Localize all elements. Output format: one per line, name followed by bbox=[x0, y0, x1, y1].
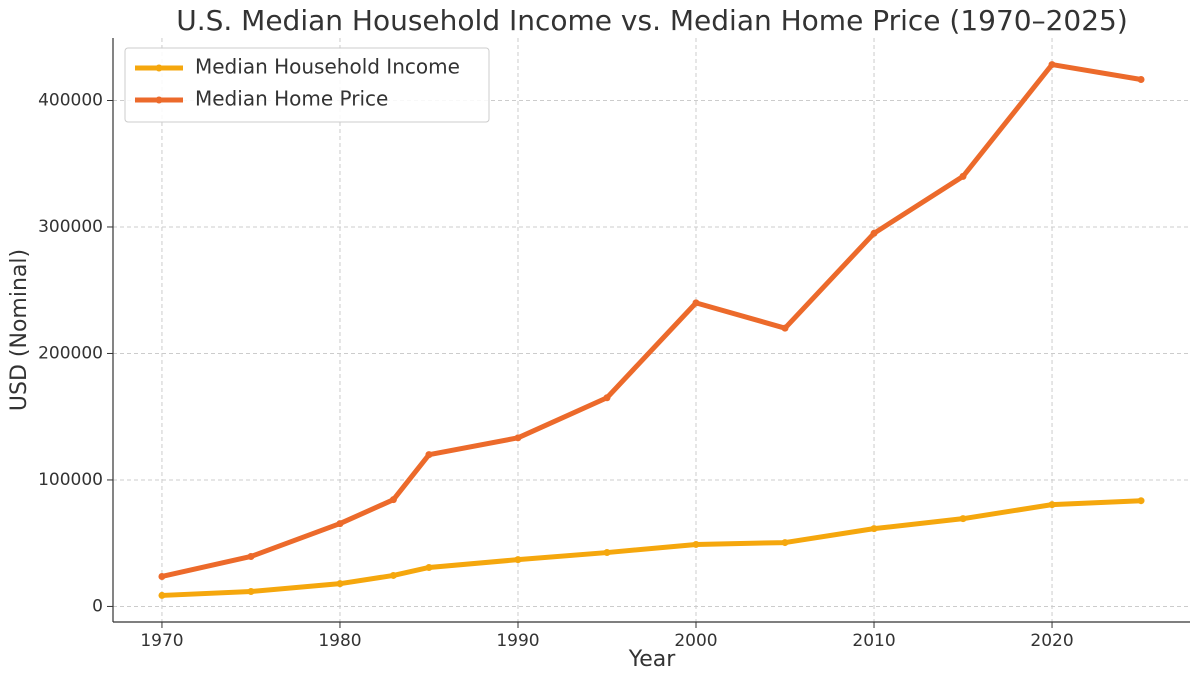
x-tick-label: 1990 bbox=[496, 631, 539, 651]
data-point bbox=[336, 520, 344, 528]
data-point bbox=[514, 434, 522, 442]
data-point bbox=[603, 549, 611, 557]
data-point bbox=[781, 539, 789, 547]
data-point bbox=[389, 496, 397, 504]
data-point bbox=[389, 571, 397, 579]
data-point bbox=[247, 552, 255, 560]
series-line bbox=[161, 498, 1142, 598]
legend-marker bbox=[155, 96, 163, 104]
data-point bbox=[247, 588, 255, 596]
data-point bbox=[425, 451, 433, 459]
data-point bbox=[603, 394, 611, 402]
y-tick-label: 0 bbox=[92, 596, 103, 616]
data-point bbox=[425, 563, 433, 571]
data-point bbox=[959, 515, 967, 523]
data-point bbox=[1137, 497, 1145, 505]
legend-marker bbox=[155, 64, 163, 72]
data-point bbox=[870, 525, 878, 533]
x-tick-label: 2020 bbox=[1030, 631, 1073, 651]
series-line bbox=[161, 62, 1142, 579]
data-point bbox=[692, 540, 700, 548]
x-tick-label: 1980 bbox=[318, 631, 361, 651]
x-tick-label: 2010 bbox=[852, 631, 895, 651]
data-point bbox=[692, 299, 700, 307]
x-axis-label: Year bbox=[628, 647, 677, 672]
data-point bbox=[158, 572, 166, 580]
legend-label: Median Household Income bbox=[195, 55, 460, 79]
y-tick-label: 300000 bbox=[38, 217, 103, 237]
data-point bbox=[336, 580, 344, 588]
data-point bbox=[1048, 501, 1056, 509]
legend-label: Median Home Price bbox=[195, 87, 388, 111]
y-tick-label: 200000 bbox=[38, 343, 103, 363]
data-point bbox=[959, 172, 967, 180]
chart-title: U.S. Median Household Income vs. Median … bbox=[176, 4, 1128, 37]
legend: Median Household Income Median Home Price bbox=[124, 47, 490, 123]
data-point bbox=[1048, 61, 1056, 69]
x-tick-label: 1970 bbox=[140, 631, 183, 651]
data-point bbox=[1137, 75, 1145, 83]
x-tick-label: 2000 bbox=[674, 631, 717, 651]
data-point bbox=[514, 556, 522, 564]
y-axis-label: USD (Nominal) bbox=[7, 249, 32, 411]
legend-frame bbox=[124, 47, 490, 123]
data-point bbox=[870, 229, 878, 237]
y-tick-label: 100000 bbox=[38, 470, 103, 490]
y-tick-label: 400000 bbox=[38, 90, 103, 110]
data-point bbox=[158, 591, 166, 599]
data-point bbox=[781, 324, 789, 332]
